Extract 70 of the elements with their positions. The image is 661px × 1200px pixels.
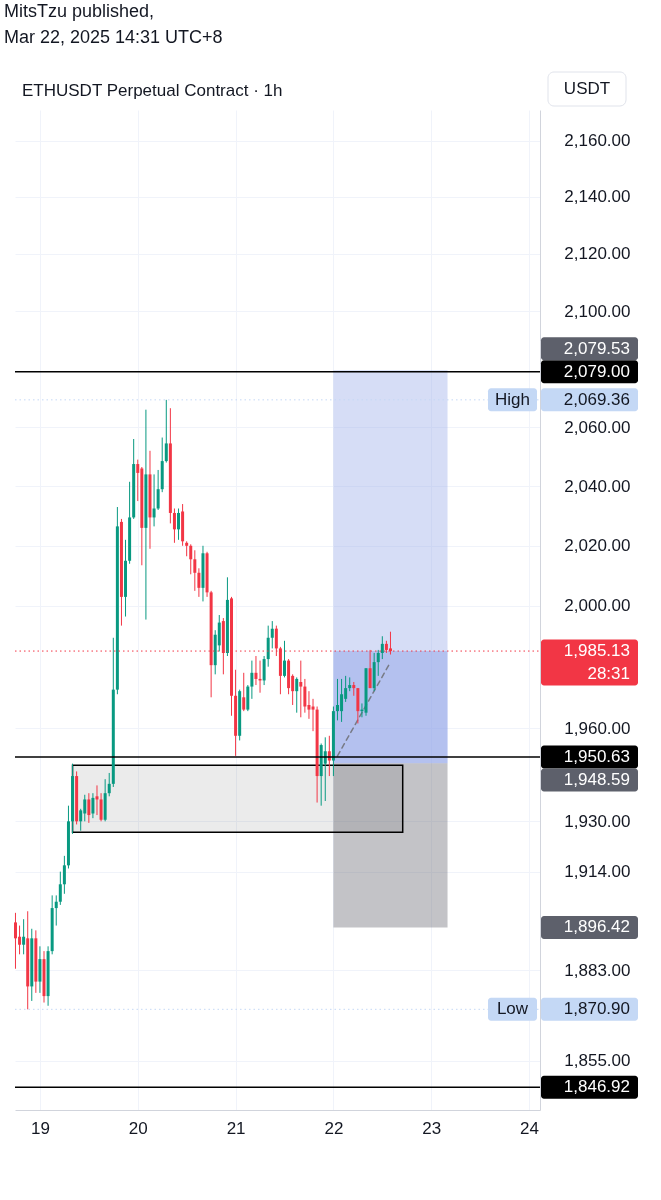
- x-tick-label: 23: [422, 1118, 442, 1138]
- y-tick-label: 2,120.00: [564, 244, 631, 264]
- candlestick: [303, 678, 307, 714]
- candlestick: [295, 676, 299, 714]
- candlestick: [380, 635, 384, 660]
- text: ETHUSDT Perpetual Contract · 1h: [22, 81, 283, 100]
- y-tick-label: 2,140.00: [564, 187, 631, 207]
- y-tick-label: 1,930.00: [564, 811, 631, 831]
- candlestick: [83, 794, 87, 822]
- y-tick-label: 2,000.00: [564, 596, 631, 616]
- y-tick-label: 1,914.00: [564, 862, 631, 882]
- candlestick: [299, 660, 303, 718]
- candlestick: [62, 855, 66, 895]
- candlestick: [197, 567, 201, 598]
- candlestick: [172, 508, 176, 544]
- x-tick-label: 22: [324, 1118, 344, 1138]
- candlestick: [177, 508, 181, 541]
- candlestick: [54, 894, 58, 927]
- candlestick: [107, 772, 111, 797]
- y-tick-label: 2,020.00: [564, 536, 631, 556]
- text: 1,948.59: [563, 770, 630, 790]
- candlestick: [250, 660, 254, 700]
- ref-line-label: 1,846.92: [563, 1077, 630, 1097]
- candlestick: [356, 687, 360, 724]
- candlestick: [164, 399, 168, 464]
- y-tick-label: 1,883.00: [564, 960, 631, 980]
- x-tick-label: 20: [128, 1118, 148, 1138]
- annotation: Low: [496, 999, 529, 1019]
- y-tick-label: 2,040.00: [564, 476, 631, 496]
- candlestick: [38, 945, 42, 994]
- candlestick: [283, 640, 286, 678]
- candlestick: [18, 925, 22, 955]
- y-tick-label: 1,855.00: [564, 1051, 631, 1071]
- candlestick: [335, 678, 339, 721]
- candlestick: [193, 549, 197, 592]
- y-tick-label: 2,160.00: [564, 131, 631, 151]
- annotation: High: [495, 389, 530, 409]
- ref-line-label: 1,985.13: [563, 641, 630, 661]
- ref-line-label: 1,870.90: [563, 999, 630, 1019]
- x-tick-label: 24: [520, 1118, 540, 1138]
- candlestick: [91, 792, 95, 819]
- candlestick: [254, 655, 258, 686]
- x-tick-label: 19: [30, 1118, 50, 1138]
- ref-line-label: 1,950.63: [563, 747, 630, 767]
- text: 2,079.53: [563, 338, 630, 358]
- y-tick-label: 2,060.00: [564, 417, 631, 437]
- ref-line-label: 2,079.00: [563, 361, 630, 381]
- candlestick: [262, 655, 266, 686]
- chart-subtitle: Mar 22, 2025 14:31 UTC+8: [4, 27, 223, 47]
- candlestick: [189, 543, 193, 575]
- candlestick: [58, 871, 62, 906]
- text: 28:31: [587, 664, 630, 684]
- candlestick: [87, 792, 91, 824]
- candlestick: [99, 792, 103, 822]
- ref-line-label: 2,069.36: [563, 389, 630, 409]
- candlestick: [242, 672, 246, 712]
- candlestick: [376, 649, 380, 677]
- y-axis-title: USDT: [563, 79, 611, 98]
- candlestick: [340, 678, 344, 723]
- candlestick: [270, 620, 274, 649]
- candlestick: [22, 918, 26, 955]
- candlestick: [246, 684, 250, 712]
- candlestick: [13, 912, 17, 970]
- candlestick: [266, 625, 270, 668]
- y-tick-label: 1,960.00: [564, 718, 631, 738]
- y-tick-label: 2,100.00: [564, 301, 631, 321]
- text: 1,896.42: [563, 917, 630, 937]
- candlestick: [95, 784, 99, 816]
- x-tick-label: 21: [226, 1118, 246, 1138]
- chart-title: MitsTzu published,: [4, 1, 155, 21]
